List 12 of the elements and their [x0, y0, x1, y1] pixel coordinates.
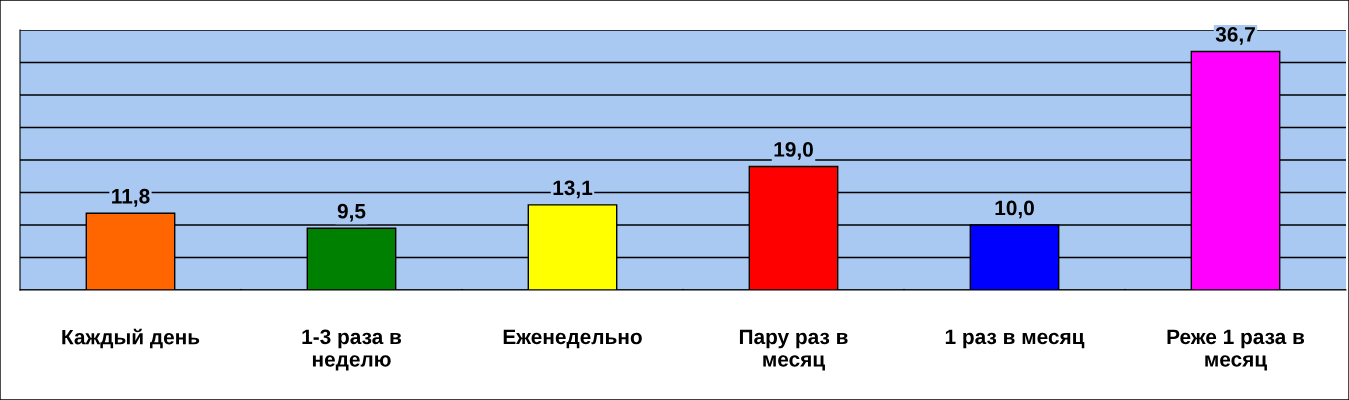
data-label: 19,0	[774, 142, 813, 160]
x-tick-label: Еженедельно	[503, 329, 642, 349]
x-tick-label: Пару раз в месяц	[739, 329, 848, 371]
data-label: 11,8	[112, 188, 150, 207]
x-tick-label: Каждый день	[62, 328, 200, 349]
data-label: 13,1	[553, 180, 593, 199]
x-tick-label: 1-3 раза в неделю	[302, 329, 402, 371]
x-tick-label: Реже 1 раза в месяц	[1167, 329, 1305, 371]
data-label: 9,5	[337, 203, 366, 222]
data-label: 10,0	[995, 200, 1034, 219]
data-label: 36,7	[1215, 27, 1255, 45]
x-tick-label: 1 раз в месяц	[945, 329, 1085, 349]
